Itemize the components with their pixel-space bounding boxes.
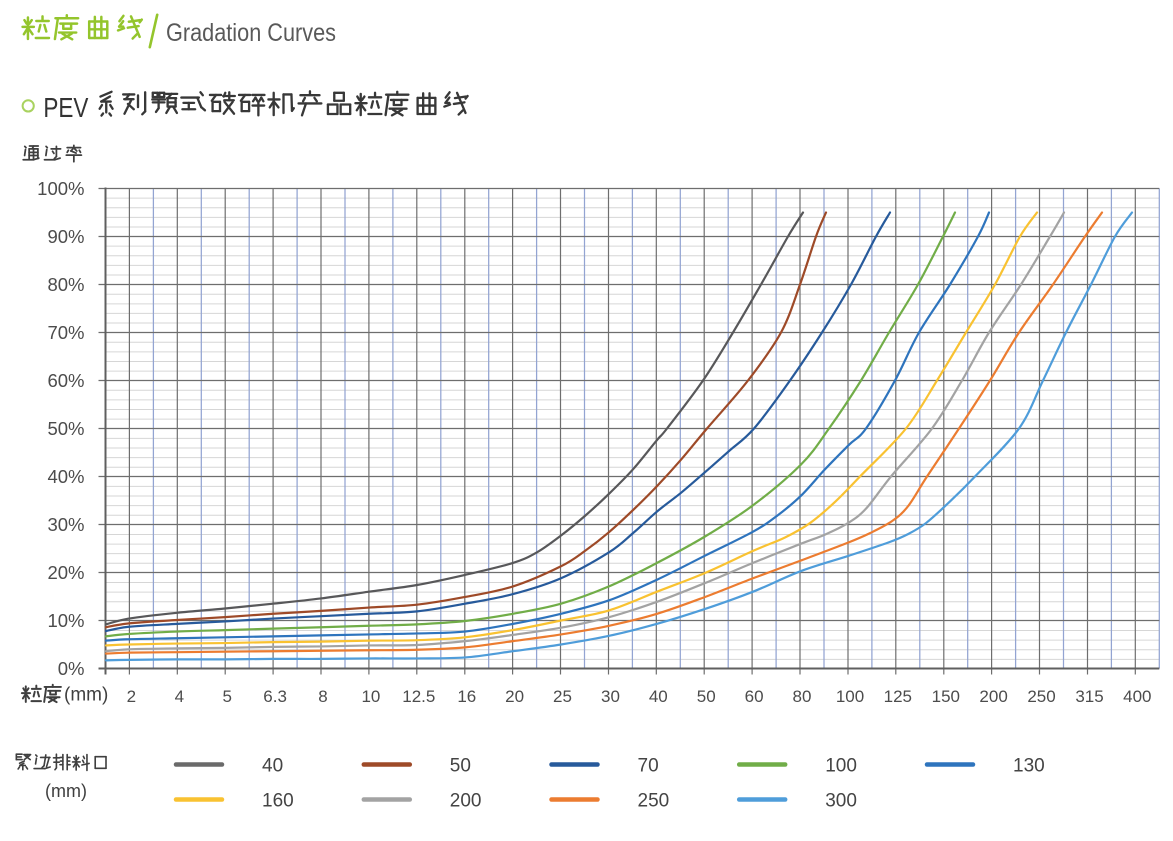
svg-text:100%: 100%: [37, 178, 84, 199]
svg-text:125: 125: [884, 687, 912, 706]
svg-text:150: 150: [932, 687, 960, 706]
svg-text:100: 100: [825, 756, 857, 777]
svg-text:250: 250: [1027, 687, 1055, 706]
svg-text:50: 50: [697, 687, 716, 706]
svg-text:200: 200: [450, 791, 482, 812]
svg-text:80: 80: [793, 687, 812, 706]
svg-text:70%: 70%: [47, 322, 84, 343]
svg-text:10%: 10%: [47, 610, 84, 631]
svg-text:40%: 40%: [47, 466, 84, 487]
svg-text:30%: 30%: [47, 514, 84, 535]
svg-text:12.5: 12.5: [402, 687, 435, 706]
svg-text:8: 8: [318, 687, 327, 706]
svg-text:70: 70: [638, 756, 659, 777]
svg-text:25: 25: [553, 687, 572, 706]
svg-text:60%: 60%: [47, 370, 84, 391]
svg-text:PEV: PEV: [43, 92, 88, 123]
svg-text:0%: 0%: [58, 658, 85, 679]
svg-text:(mm): (mm): [45, 781, 87, 801]
svg-text:50%: 50%: [47, 418, 84, 439]
svg-text:16: 16: [457, 687, 476, 706]
svg-text:Gradation Curves: Gradation Curves: [166, 19, 336, 47]
svg-text:20: 20: [505, 687, 524, 706]
svg-text:50: 50: [450, 756, 471, 777]
svg-text:20%: 20%: [47, 562, 84, 583]
svg-text:300: 300: [825, 791, 857, 812]
svg-text:4: 4: [175, 687, 184, 706]
svg-text:6.3: 6.3: [263, 687, 287, 706]
svg-text:2: 2: [127, 687, 136, 706]
svg-text:40: 40: [262, 756, 283, 777]
svg-text:40: 40: [649, 687, 668, 706]
svg-text:30: 30: [601, 687, 620, 706]
svg-text:250: 250: [638, 791, 670, 812]
svg-text:100: 100: [836, 687, 864, 706]
svg-text:160: 160: [262, 791, 294, 812]
svg-text:90%: 90%: [47, 226, 84, 247]
svg-text:400: 400: [1123, 687, 1151, 706]
svg-text:(mm): (mm): [64, 685, 108, 706]
svg-text:60: 60: [745, 687, 764, 706]
svg-text:5: 5: [222, 687, 231, 706]
svg-text:10: 10: [361, 687, 380, 706]
svg-text:315: 315: [1075, 687, 1103, 706]
svg-text:80%: 80%: [47, 274, 84, 295]
svg-text:200: 200: [979, 687, 1007, 706]
svg-text:130: 130: [1013, 756, 1045, 777]
